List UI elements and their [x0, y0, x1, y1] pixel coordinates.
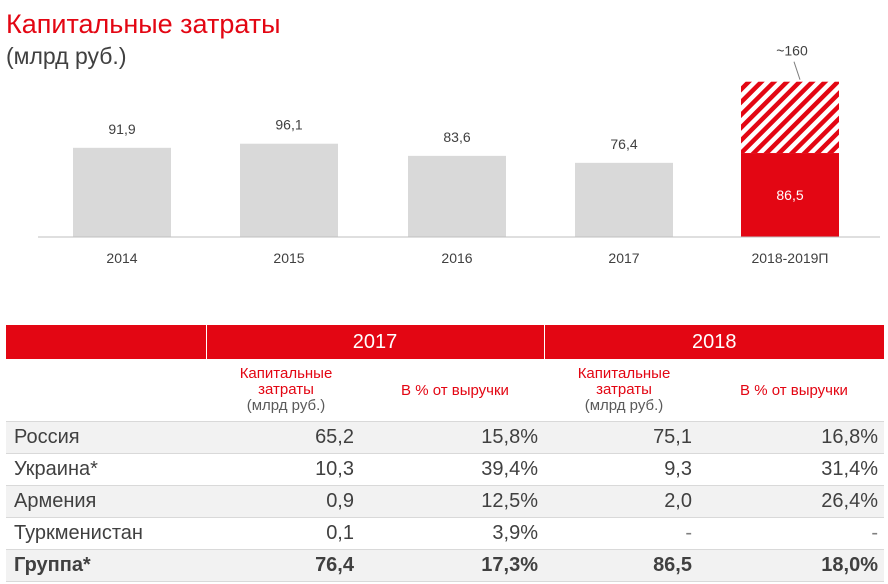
page-subtitle: (млрд руб.): [6, 43, 127, 69]
bar-value-label: 96,1: [275, 117, 302, 133]
name-column-header: [6, 359, 206, 422]
pct-2018-cell: -: [704, 517, 884, 550]
capex-table: 2017 2018 Капитальные затраты (млрд руб.…: [6, 325, 884, 582]
table-row: Армения 0,9 12,5% 2,0 26,4%: [6, 485, 884, 518]
x-tick-label: 2018-2019П: [751, 250, 828, 266]
capex-2017-cell: 0,9: [206, 485, 366, 518]
forecast-total-label: ~160: [776, 43, 808, 59]
x-tick-label: 2014: [106, 250, 137, 266]
capex-2018-cell: 9,3: [544, 453, 704, 486]
pct-2017-cell: 17,3%: [366, 549, 544, 582]
capex-2018-cell: 75,1: [544, 421, 704, 454]
row-name: Россия: [6, 421, 206, 454]
table-row: Россия 65,2 15,8% 75,1 16,8%: [6, 421, 884, 454]
capex-header-line-1: Капитальные: [239, 365, 333, 382]
bar-2016: [408, 155, 506, 237]
capex-2017-cell: 10,3: [206, 453, 366, 486]
capex-2017-header: Капитальные затраты (млрд руб.): [206, 359, 366, 422]
table-row-total: Группа* 76,4 17,3% 86,5 18,0%: [6, 549, 884, 582]
x-tick-label: 2016: [441, 250, 472, 266]
year-2018-header: 2018: [543, 325, 884, 359]
table-row: Туркменистан 0,1 3,9% - -: [6, 517, 884, 550]
pct-2017-cell: 39,4%: [366, 453, 544, 486]
capex-2017-cell: 0,1: [206, 517, 366, 550]
row-name: Туркменистан: [6, 517, 206, 550]
pct-2018-cell: 18,0%: [704, 549, 884, 582]
x-tick-label: 2017: [608, 250, 639, 266]
capex-2018-cell: 2,0: [544, 485, 704, 518]
pct-2017-header: В % от выручки: [401, 381, 509, 399]
pct-2017-cell: 12,5%: [366, 485, 544, 518]
row-name: Украина*: [6, 453, 206, 486]
pct-2018-header: В % от выручки: [740, 381, 848, 399]
pct-2017-cell: 3,9%: [366, 517, 544, 550]
column-header-row: Капитальные затраты (млрд руб.) В % от в…: [6, 359, 884, 422]
x-tick-label: 2015: [273, 250, 304, 266]
capex-2017-cell: 65,2: [206, 421, 366, 454]
bar-2017: [575, 162, 673, 237]
forecast-leader-line: [793, 61, 801, 80]
capex-2018-header: Капитальные затраты (млрд руб.): [544, 359, 704, 422]
bar-2014: [73, 147, 171, 237]
bar-value-label: 83,6: [443, 129, 470, 145]
bar-value-label: 86,5: [776, 187, 803, 203]
pct-2018-cell: 31,4%: [704, 453, 884, 486]
bar-value-label: 91,9: [108, 121, 135, 137]
capex-2017-cell: 76,4: [206, 549, 366, 582]
pct-2017-cell: 15,8%: [366, 421, 544, 454]
page-title: Капитальные затраты: [6, 9, 281, 39]
capex-header-line-2: затраты: [596, 381, 652, 398]
bar-value-label: 76,4: [610, 136, 637, 152]
year-header-row: 2017 2018: [6, 325, 884, 359]
capex-bar-chart: 91,9 2014 96,1 2015 83,6 2016 76,4 2017 86,5 ~160…: [38, 43, 880, 266]
capex-header-line-2: затраты: [258, 381, 314, 398]
row-name: Группа*: [6, 549, 206, 582]
pct-2018-cell: 26,4%: [704, 485, 884, 518]
header-blank: [6, 325, 206, 359]
row-name: Армения: [6, 485, 206, 518]
capex-header-unit: (млрд руб.): [584, 397, 664, 414]
capex-2018-cell: -: [544, 517, 704, 550]
table-row: Украина* 10,3 39,4% 9,3 31,4%: [6, 453, 884, 486]
capex-2018-cell: 86,5: [544, 549, 704, 582]
bar-2015: [240, 143, 338, 237]
year-2017-header: 2017: [205, 325, 544, 359]
forecast-hatched-bar: [741, 81, 839, 154]
bar-2018-2019П: [741, 153, 839, 237]
pct-2018-cell: 16,8%: [704, 421, 884, 454]
capex-header-line-1: Капитальные: [577, 365, 671, 382]
capex-header-unit: (млрд руб.): [246, 397, 326, 414]
